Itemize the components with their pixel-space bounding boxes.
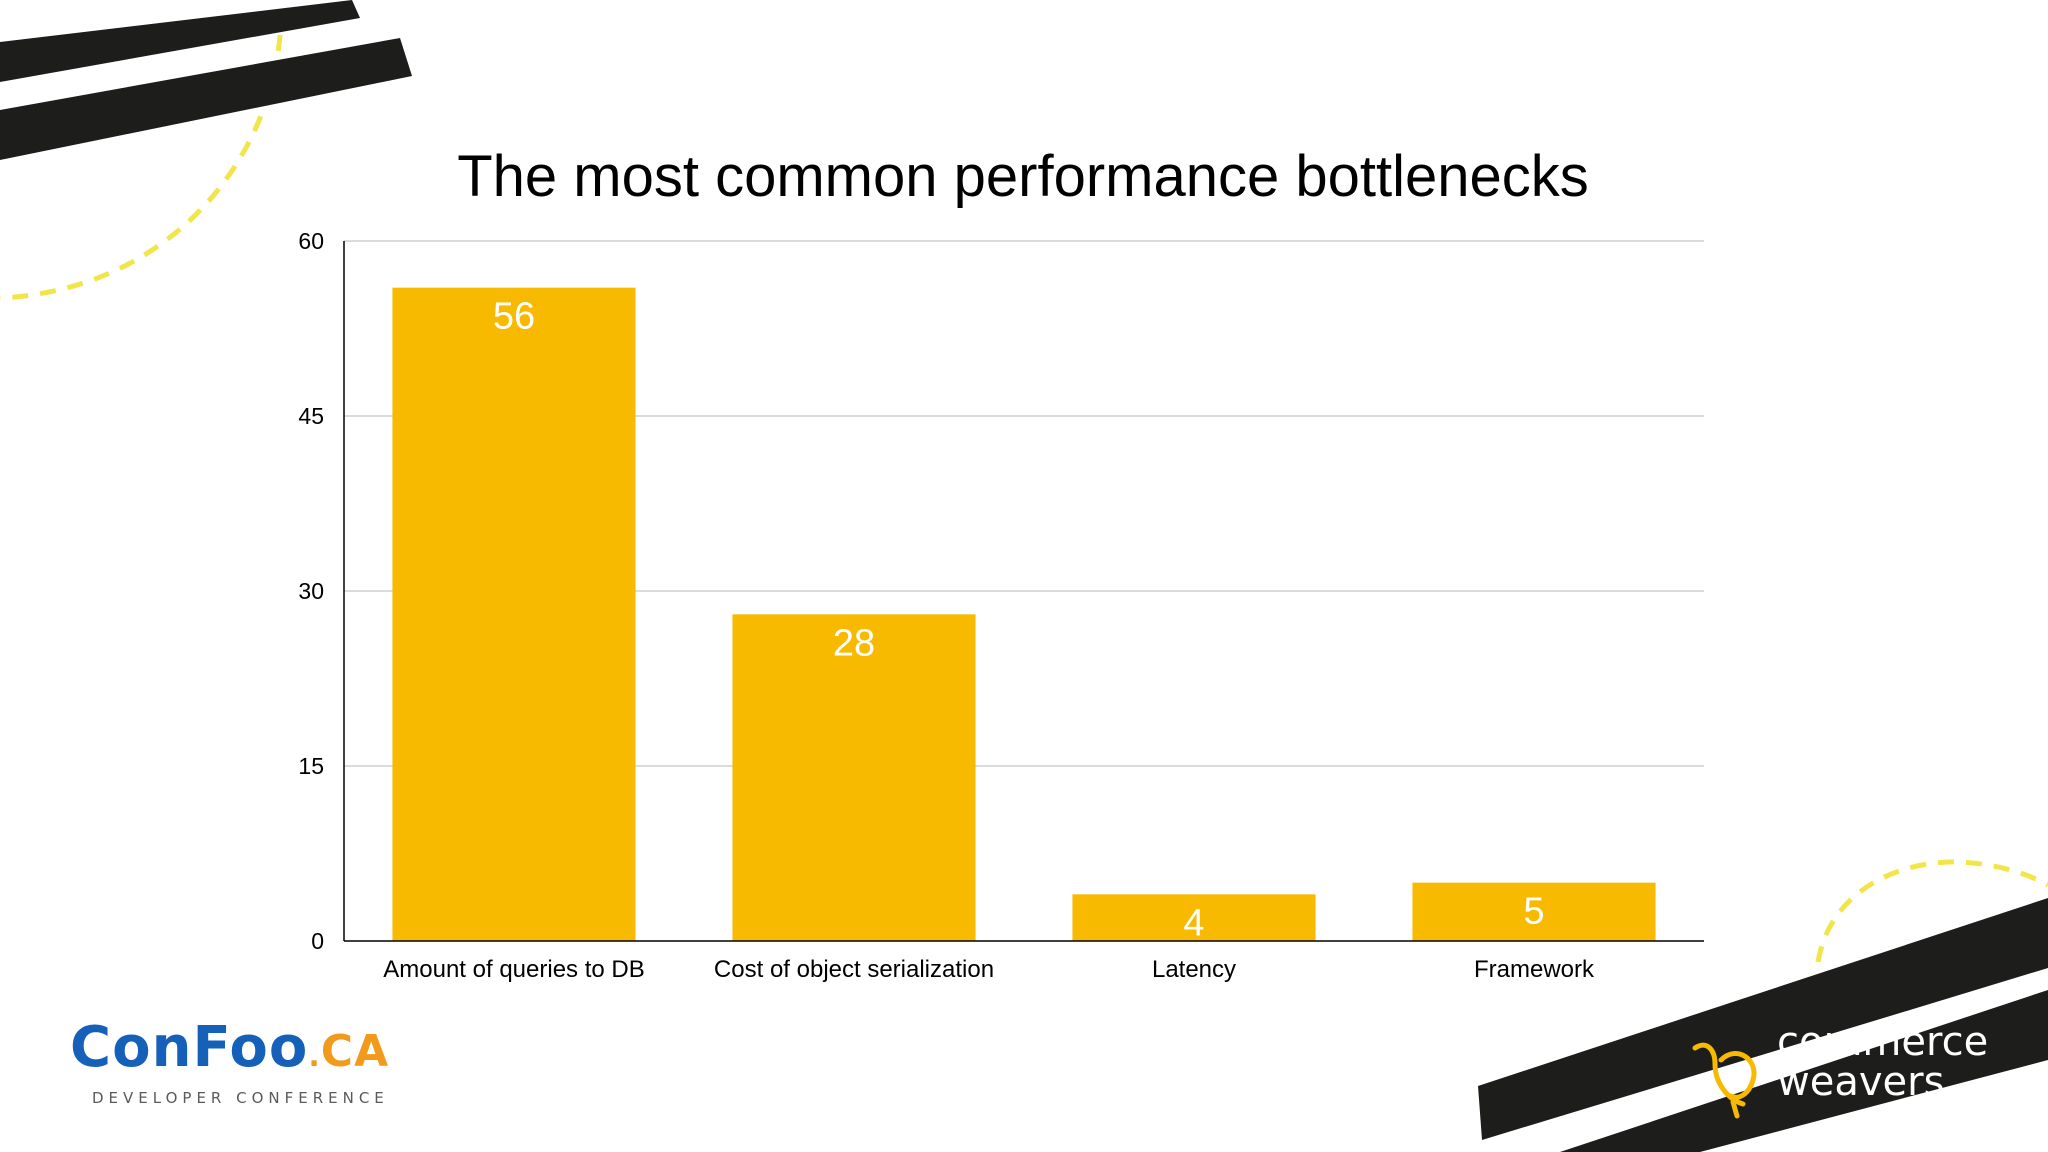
- confoo-logo: ConFoo.CA DEVELOPER CONFERENCE: [70, 1018, 390, 1108]
- x-category-label: Framework: [1474, 956, 1595, 983]
- confoo-logo-suffix: CA: [320, 1026, 390, 1077]
- dashed-arc-top-left: [0, 34, 283, 301]
- bar: [392, 287, 636, 942]
- black-stripe-top-left-1: [0, 0, 360, 82]
- y-tick-label: 45: [298, 403, 324, 429]
- commerce-weavers-wordmark: commerce weavers: [1777, 1022, 1988, 1102]
- y-tick-label: 30: [298, 578, 324, 604]
- y-axis-ticks: 0 15 30 45 60: [298, 228, 324, 954]
- bar-value-label: 5: [1523, 891, 1544, 933]
- bar-value-label: 4: [1183, 902, 1204, 944]
- chart-title: The most common performance bottlenecks: [457, 144, 1588, 209]
- bar-value-label: 56: [493, 296, 535, 338]
- confoo-logo-dot: .: [308, 1039, 321, 1074]
- black-stripe-bottom-right-1: [1478, 898, 2048, 1140]
- confoo-logo-wordmark: ConFoo.CA: [70, 1018, 390, 1087]
- confoo-logo-main: ConFoo: [70, 1015, 309, 1080]
- dashed-arc-bottom-right: [1815, 859, 2048, 963]
- x-category-label: Cost of object serialization: [714, 956, 994, 983]
- black-stripe-top-left-2: [0, 38, 412, 160]
- bar: [1412, 882, 1656, 941]
- x-category-label: Latency: [1152, 956, 1236, 983]
- cw-line-1: commerce: [1777, 1019, 1989, 1065]
- bird-icon: [1692, 1042, 1757, 1119]
- black-stripe-bottom-right-2: [1560, 990, 2048, 1152]
- bar: [1072, 894, 1316, 941]
- x-axis-labels: Amount of queries to DB Cost of object se…: [383, 956, 1595, 983]
- y-tick-label: 15: [298, 753, 324, 779]
- commerce-weavers-logo: commerce weavers: [1685, 1022, 2025, 1132]
- cw-line-2: weavers: [1777, 1059, 1945, 1105]
- data-labels: 56 28 4 5: [493, 296, 1545, 945]
- x-category-label: Amount of queries to DB: [383, 956, 644, 983]
- bar: [732, 614, 976, 941]
- y-tick-label: 60: [298, 228, 324, 254]
- bar-value-label: 28: [833, 622, 875, 664]
- bars: [392, 287, 1656, 942]
- confoo-logo-subtitle: DEVELOPER CONFERENCE: [92, 1089, 389, 1107]
- y-tick-label: 0: [311, 928, 324, 954]
